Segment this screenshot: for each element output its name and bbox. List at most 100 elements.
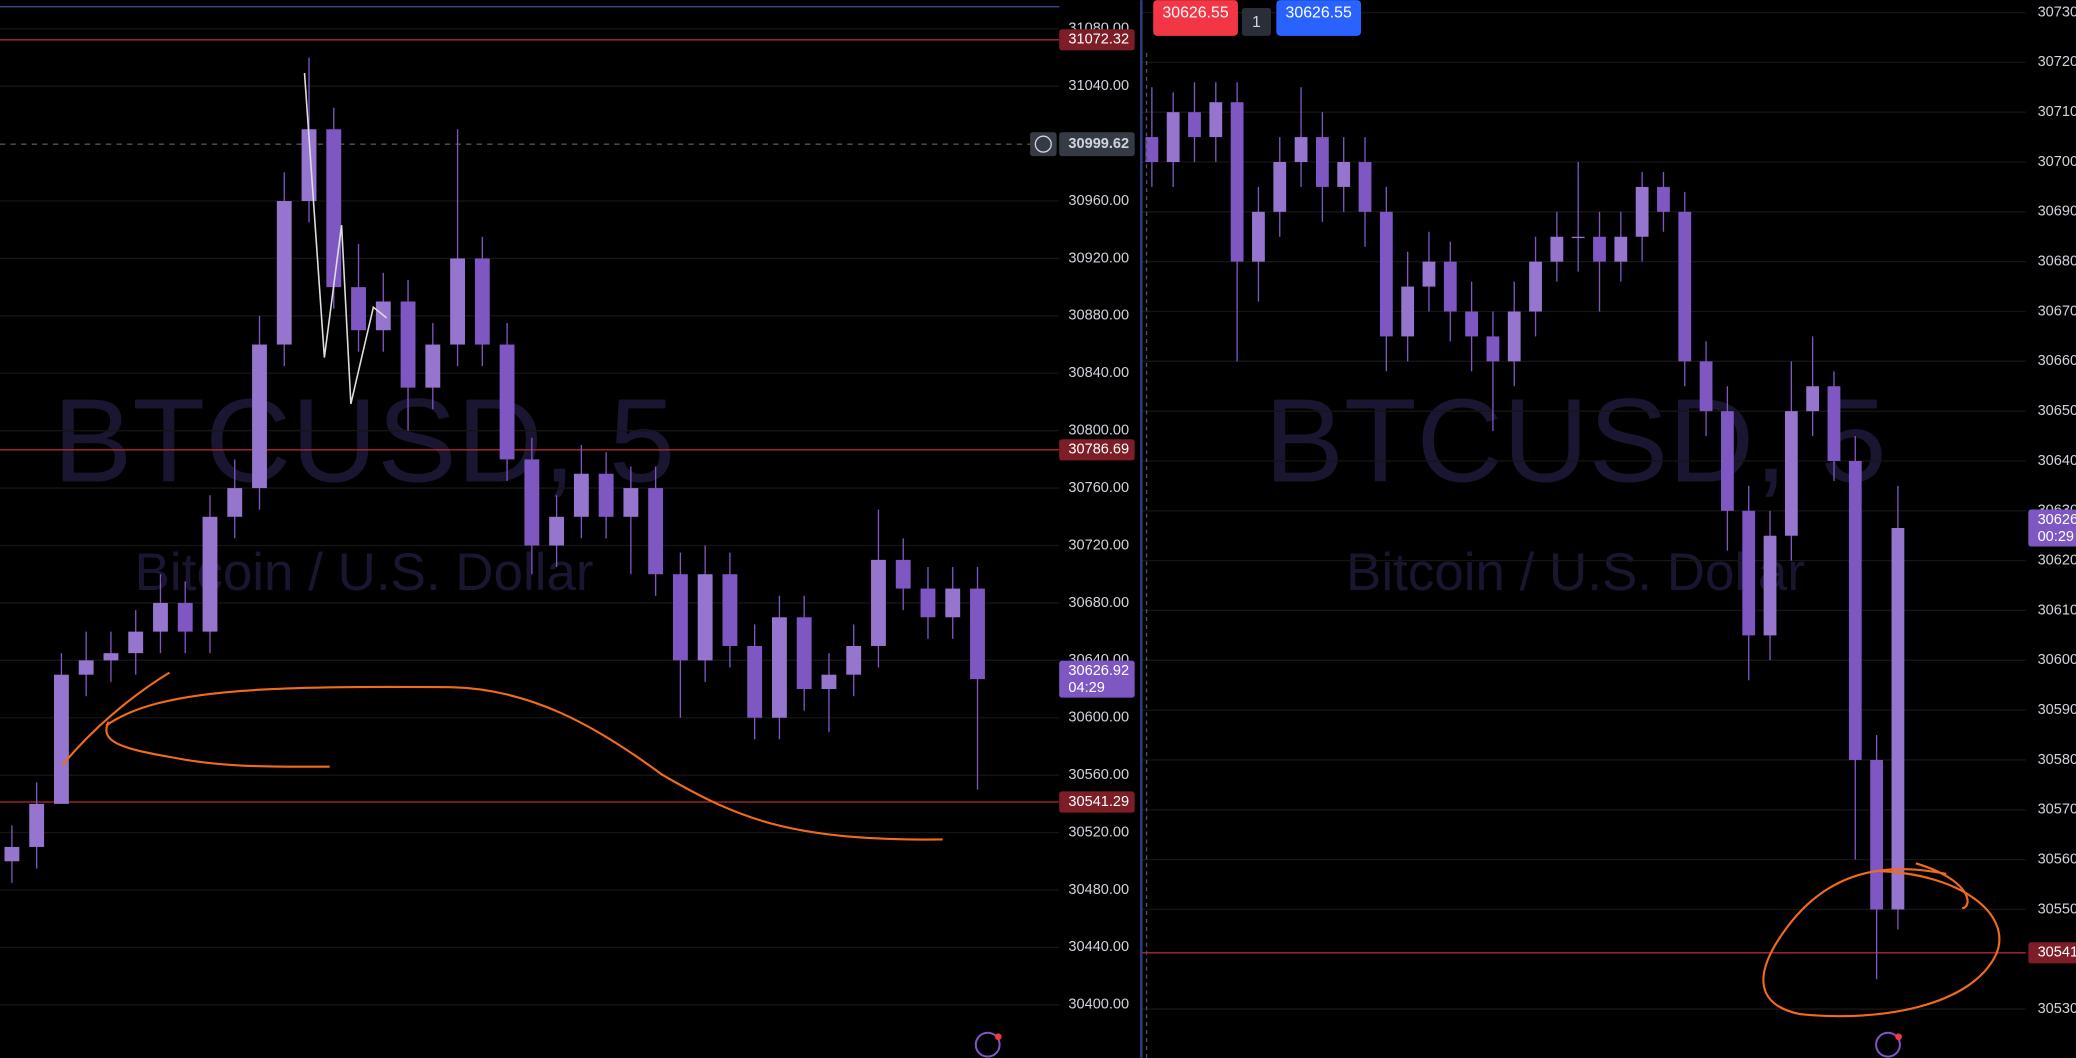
- y-tick-label: 30400.00: [1068, 997, 1129, 1013]
- qty[interactable]: 1: [1252, 14, 1261, 31]
- candle-body: [1273, 162, 1287, 212]
- right-panel: BTCUSD, 5 Bitcoin / U.S. Dollar: [1141, 11, 2026, 1010]
- buy-price[interactable]: 30626.55: [1286, 4, 1352, 21]
- candle-body: [1848, 460, 1862, 760]
- candle-body: [252, 344, 267, 489]
- countdown: 04:29: [1068, 680, 1104, 696]
- candle-body: [499, 344, 515, 460]
- y-tick-label: 30580: [2038, 752, 2076, 768]
- y-tick-label: 30610: [2038, 602, 2076, 618]
- candle-body: [1827, 386, 1841, 461]
- sell-button[interactable]: [1153, 0, 1238, 36]
- candle-body: [54, 674, 69, 804]
- y-tick-label: 30480.00: [1068, 882, 1129, 898]
- candle-body: [920, 588, 936, 618]
- watermark-name: Bitcoin / U.S. Dollar: [1346, 543, 1805, 602]
- qty-box[interactable]: [1241, 8, 1272, 36]
- y-tick-label: 30660: [2038, 353, 2076, 369]
- candle-body: [1188, 112, 1201, 138]
- y-tick-label: 30720: [2038, 54, 2076, 70]
- candle-body: [153, 602, 168, 632]
- level-label: 30786.69: [1068, 442, 1129, 458]
- candle-body: [177, 602, 193, 632]
- candle-body: [474, 258, 490, 345]
- last-price: 30626.92: [1068, 663, 1129, 679]
- alert-icon[interactable]: [974, 1031, 1001, 1058]
- candle-body: [796, 617, 812, 690]
- y-tick-label: 30560: [2038, 851, 2076, 867]
- candle-body: [722, 574, 738, 646]
- candle-body: [524, 459, 540, 546]
- candle-body: [1401, 286, 1415, 337]
- y-tick-label: 30520.00: [1068, 824, 1129, 840]
- candle-body: [1593, 236, 1606, 262]
- candle-body: [945, 588, 961, 618]
- candle-body: [202, 516, 218, 632]
- y-tick-label: 30590: [2038, 702, 2076, 718]
- candle-body: [351, 287, 366, 331]
- y-tick-label: 30840.00: [1068, 365, 1129, 381]
- alert-dot: [1895, 1033, 1902, 1041]
- y-tick-label: 30570: [2038, 802, 2076, 818]
- candle-body: [326, 129, 342, 288]
- y-tick-label: 30880.00: [1068, 308, 1129, 324]
- candle-body: [1166, 112, 1180, 163]
- candle-body: [623, 488, 639, 517]
- y-tick-label: 30700: [2038, 154, 2076, 170]
- candle-body: [846, 645, 862, 675]
- last-price: 30626.55: [2038, 512, 2076, 528]
- candle-body: [1678, 211, 1692, 362]
- candle-body: [227, 488, 243, 517]
- circle-drawing: [1762, 862, 2001, 1018]
- y-tick-label: 30530: [2038, 1001, 2076, 1017]
- level-label: 30541.29: [2038, 945, 2076, 961]
- candle-body: [128, 631, 144, 654]
- drawings: [61, 72, 2001, 1018]
- y-tick-label: 30730: [2038, 4, 2076, 20]
- sell-price[interactable]: 30626.55: [1162, 4, 1228, 21]
- last-price-bg: [2028, 509, 2076, 547]
- candle-body: [1145, 137, 1159, 163]
- y-tick-label: 30680.00: [1068, 595, 1129, 611]
- candle-body: [1784, 411, 1798, 536]
- candle-body: [598, 473, 614, 517]
- countdown: 00:29: [2038, 529, 2074, 545]
- candle-body: [1614, 236, 1628, 262]
- curve-drawing: [105, 685, 943, 841]
- y-tick-label: 30920.00: [1068, 250, 1129, 266]
- buy-button[interactable]: [1276, 0, 1362, 36]
- y-tick-label: 30720.00: [1068, 537, 1129, 553]
- candle-body: [771, 617, 787, 718]
- candle-body: [697, 574, 713, 661]
- candle-body: [970, 588, 985, 680]
- level-label: 30541.29: [1068, 794, 1129, 810]
- y-tick-label: 30600: [2038, 652, 2076, 668]
- y-tick-label: 30670: [2038, 303, 2076, 319]
- candle-body: [1379, 211, 1393, 337]
- candle-body: [1422, 261, 1436, 287]
- crosshair-plus: [1034, 135, 1052, 153]
- y-tick-label: 30620: [2038, 552, 2076, 568]
- candle-body: [103, 653, 119, 661]
- candle-body: [573, 473, 589, 517]
- candle-body: [1294, 137, 1308, 163]
- y-tick-label: 31040.00: [1068, 78, 1129, 94]
- y-tick-label: 30440.00: [1068, 939, 1129, 955]
- candle-body: [276, 201, 292, 345]
- left-panel: BTCUSD, 5 Bitcoin / U.S. Dollar: [0, 6, 1060, 1006]
- candle-body: [400, 301, 416, 388]
- candle-body: [1742, 510, 1756, 636]
- crosshair-label-bg: [1059, 132, 1135, 157]
- alert-dot: [994, 1033, 1002, 1041]
- y-tick-label: 30600.00: [1068, 710, 1129, 726]
- level-label-bg: [1059, 439, 1135, 461]
- alert-icon[interactable]: [1875, 1031, 1901, 1058]
- crosshair-label: 30999.62: [1068, 136, 1129, 152]
- y-tick-label: 30640: [2038, 453, 2076, 469]
- candle-body: [1486, 336, 1500, 362]
- candle-body: [1209, 102, 1223, 138]
- candle-body: [29, 803, 45, 847]
